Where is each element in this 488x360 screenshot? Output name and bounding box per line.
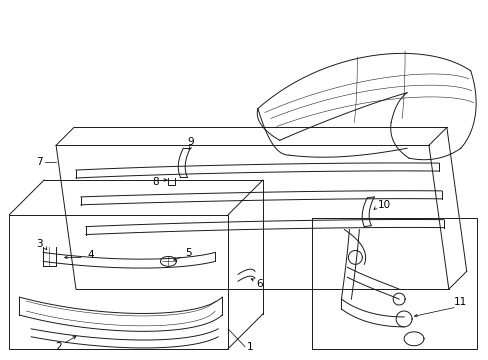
Text: 10: 10 — [377, 200, 390, 210]
Text: 8: 8 — [152, 177, 159, 187]
Text: 2: 2 — [56, 342, 62, 352]
Text: 11: 11 — [453, 297, 467, 307]
Text: 3: 3 — [36, 239, 42, 248]
Text: 4: 4 — [87, 251, 94, 260]
Text: 9: 9 — [186, 137, 193, 147]
Text: 5: 5 — [184, 248, 191, 258]
Text: 6: 6 — [256, 279, 263, 289]
Text: 1: 1 — [246, 342, 253, 352]
Text: 7: 7 — [36, 157, 42, 167]
